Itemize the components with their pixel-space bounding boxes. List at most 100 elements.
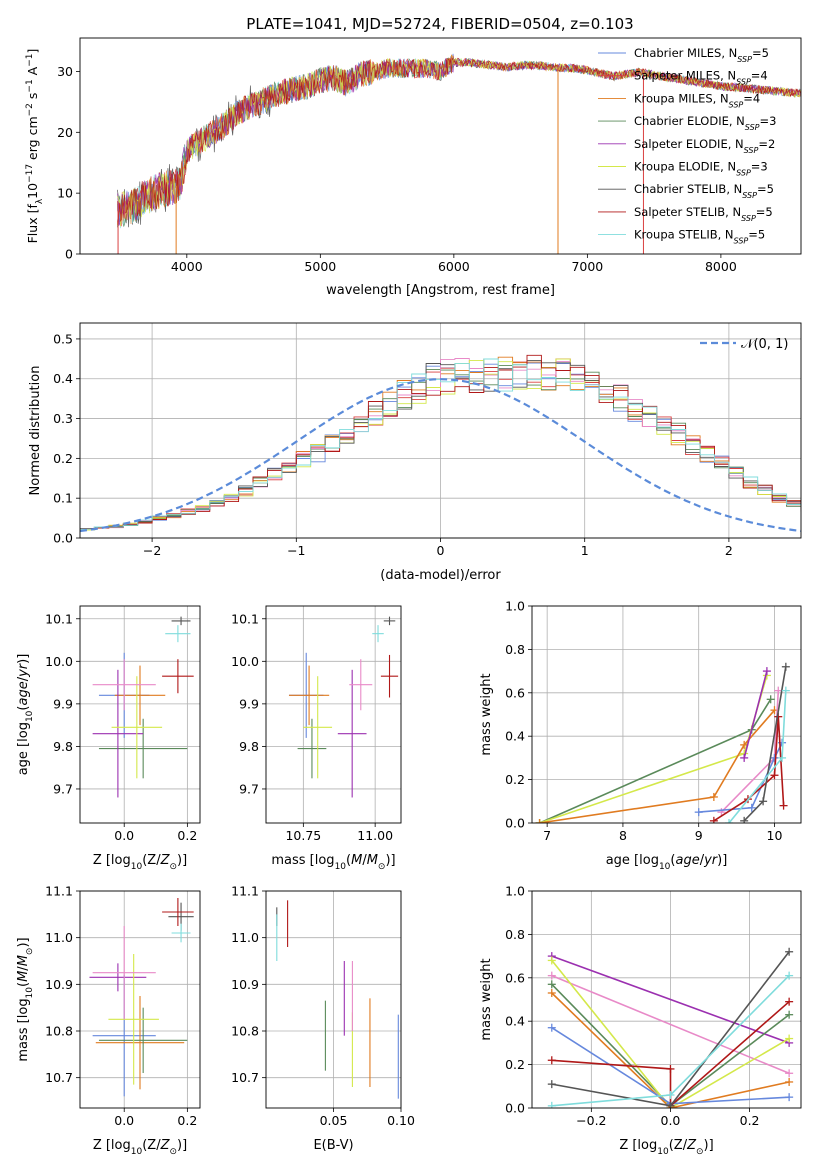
figure-title: PLATE=1041, MJD=52724, FIBERID=0504, z=0… xyxy=(246,15,633,33)
spectrum-ylabel-part: −1 xyxy=(25,54,35,67)
spectrum-ylabel-part: −2 xyxy=(25,103,35,116)
age-vs-mass-ytick-label: 9.7 xyxy=(239,781,259,796)
massweight-vs-age-ylabel: mass weight xyxy=(479,673,494,755)
legend-label-text: Kroupa STELIB, N xyxy=(634,228,734,242)
age-vs-z-ytick-label: 10.0 xyxy=(45,654,73,669)
residual-histogram xyxy=(80,358,801,530)
age-vs-mass-xlabel-part: mass [log xyxy=(271,853,334,868)
massweight-vs-z-xtick-label: −0.2 xyxy=(576,1113,606,1128)
residuals-xtick-label: 2 xyxy=(725,543,733,558)
massweight-vs-age-frame xyxy=(531,605,802,824)
legend-label-sub: SSP xyxy=(742,191,757,200)
age-vs-z-xlabel-part: Z [log xyxy=(93,853,131,868)
spectrum-ylabel-part: s xyxy=(25,93,40,104)
residuals-ytick-label: 0.4 xyxy=(53,371,73,386)
spectrum-frame xyxy=(79,37,802,255)
massweight-vs-age-line xyxy=(720,690,780,813)
spectrum-ylabel: Flux [fλ10−17 erg cm−2 s−1 A−1] xyxy=(25,49,45,244)
spectrum-line xyxy=(117,55,801,227)
age-vs-z-ylabel-part: 10 xyxy=(25,710,35,722)
legend-label-sub: SSP xyxy=(745,123,760,132)
spectrum-ylabel-part: ] xyxy=(25,49,40,54)
massweight-vs-z-frame xyxy=(531,890,802,1109)
age-vs-z-xlabel-part: ⊙ xyxy=(169,862,177,872)
massweight-vs-age-lines xyxy=(535,662,790,823)
massweight-vs-z-ytick-label: 0.6 xyxy=(505,970,525,985)
spectrum-line xyxy=(117,58,801,227)
residuals-legend-label-part: 𝒩 xyxy=(741,337,756,352)
legend-label-value: =4 xyxy=(751,69,768,83)
age-vs-z-xtick-label: 0.2 xyxy=(177,828,197,843)
spectrum-xtick-label: 4000 xyxy=(171,259,203,274)
residuals-ytick-label: 0.5 xyxy=(53,331,73,346)
age-vs-z-ytick-label: 10.1 xyxy=(45,611,73,626)
spectrum-ylabel-part: Flux [f xyxy=(25,204,40,244)
mass-vs-z-ylabel-part: ⊙ xyxy=(25,948,35,956)
spectrum-ylabel-part: −17 xyxy=(25,164,35,183)
legend-label-value: =4 xyxy=(743,91,760,105)
age-vs-z-ylabel-part: )] xyxy=(16,654,31,664)
age-vs-z-points xyxy=(92,616,194,798)
spectrum-line xyxy=(117,57,801,226)
age-vs-mass-xlabel: mass [log10(M/M⊙)] xyxy=(271,853,395,872)
mass-vs-z-ytick-label: 11.1 xyxy=(45,884,73,899)
legend-label-text: Kroupa ELODIE, N xyxy=(634,160,736,174)
normal-curve xyxy=(80,378,801,533)
age-vs-z-xlabel-part: Z xyxy=(160,853,171,868)
massweight-vs-z-xlabel-part: Z xyxy=(686,1138,697,1153)
massweight-vs-z-xtick-label: 0.2 xyxy=(740,1113,760,1128)
legend-label-value: =3 xyxy=(751,160,768,174)
residuals-ytick-label: 0.0 xyxy=(53,531,73,546)
age-vs-mass-points xyxy=(288,616,399,798)
mass-vs-z-xlabel-part: ⊙ xyxy=(169,1147,177,1157)
spectrum-xtick-label: 5000 xyxy=(304,259,336,274)
legend-label-text: Salpeter ELODIE, N xyxy=(634,137,744,151)
mass-vs-z-ytick-label: 10.9 xyxy=(45,977,73,992)
mass-vs-ebv-xlabel-part: E(B-V) xyxy=(313,1138,353,1153)
mass-vs-z-xlabel-part: / xyxy=(156,1138,161,1153)
massweight-vs-age-xlabel-part: yr xyxy=(703,853,719,868)
massweight-vs-age-xlabel-part: ( xyxy=(670,853,675,868)
age-vs-z-ytick-label: 9.8 xyxy=(53,739,73,754)
residuals-legend-label: 𝒩(0, 1) xyxy=(741,337,788,352)
residuals-xtick-label: 1 xyxy=(581,543,589,558)
mass-vs-ebv-xtick-label: 0.05 xyxy=(320,1113,348,1128)
mass-vs-z-ytick-label: 10.7 xyxy=(45,1070,73,1085)
massweight-vs-age-line xyxy=(743,670,768,759)
legend-label-sub: SSP xyxy=(734,236,749,245)
mass-vs-z-xlabel-part: ( xyxy=(142,1138,147,1153)
mass-vs-ebv-ytick-label: 11.1 xyxy=(231,884,259,899)
mass-vs-z-xlabel: Z [log10(Z/Z⊙)] xyxy=(93,1138,187,1157)
legend-label-value: =2 xyxy=(758,137,775,151)
age-vs-mass-ytick-label: 10.1 xyxy=(231,611,259,626)
massweight-vs-z-line xyxy=(551,992,790,1108)
mass-vs-z-ylabel-part: M xyxy=(16,971,31,982)
massweight-vs-z-ytick-label: 0.0 xyxy=(505,1101,525,1116)
massweight-vs-z-xlabel: Z [log10(Z/Z⊙)] xyxy=(619,1138,713,1157)
massweight-vs-age-xlabel-part: age xyxy=(675,853,699,868)
mass-vs-z-ylabel: mass [log10(M/M⊙)] xyxy=(16,937,35,1061)
age-vs-mass-xlabel-part: ⊙ xyxy=(378,862,386,872)
massweight-vs-z-xlabel-part: Z [log xyxy=(619,1138,657,1153)
massweight-vs-z-xlabel-part: )] xyxy=(704,1138,714,1153)
residual-histogram xyxy=(80,358,801,531)
massweight-vs-age-line xyxy=(539,709,776,823)
residuals-xtick-label: −1 xyxy=(287,543,305,558)
legend-label-text: Chabrier ELODIE, N xyxy=(634,114,745,128)
mass-vs-z-xlabel-part: Z xyxy=(147,1138,156,1153)
spectrum-xtick-label: 6000 xyxy=(438,259,470,274)
mass-vs-z-xlabel-part: 10 xyxy=(131,1147,143,1157)
massweight-vs-z-ylabel: mass weight xyxy=(479,958,494,1040)
age-vs-z-ylabel-part: yr xyxy=(16,662,31,678)
mass-vs-z-xtick-label: 0.0 xyxy=(114,1113,134,1128)
spectrum-legend-label: Kroupa ELODIE, NSSP=3 xyxy=(634,160,768,178)
mass-vs-ebv-xlabel: E(B-V) xyxy=(313,1138,353,1153)
massweight-vs-age-ytick-label: 0.0 xyxy=(505,816,525,831)
spectrum-xtick-label: 8000 xyxy=(705,259,737,274)
age-vs-z-ylabel-part: age xyxy=(16,681,31,705)
age-vs-mass-xlabel-part: ( xyxy=(346,853,351,868)
legend-label-value: =3 xyxy=(760,114,777,128)
mass-vs-ebv-xtick-label: 0.10 xyxy=(387,1113,415,1128)
massweight-vs-z-line xyxy=(551,974,790,1075)
massweight-vs-z-xtick-label: 0.0 xyxy=(661,1113,681,1128)
